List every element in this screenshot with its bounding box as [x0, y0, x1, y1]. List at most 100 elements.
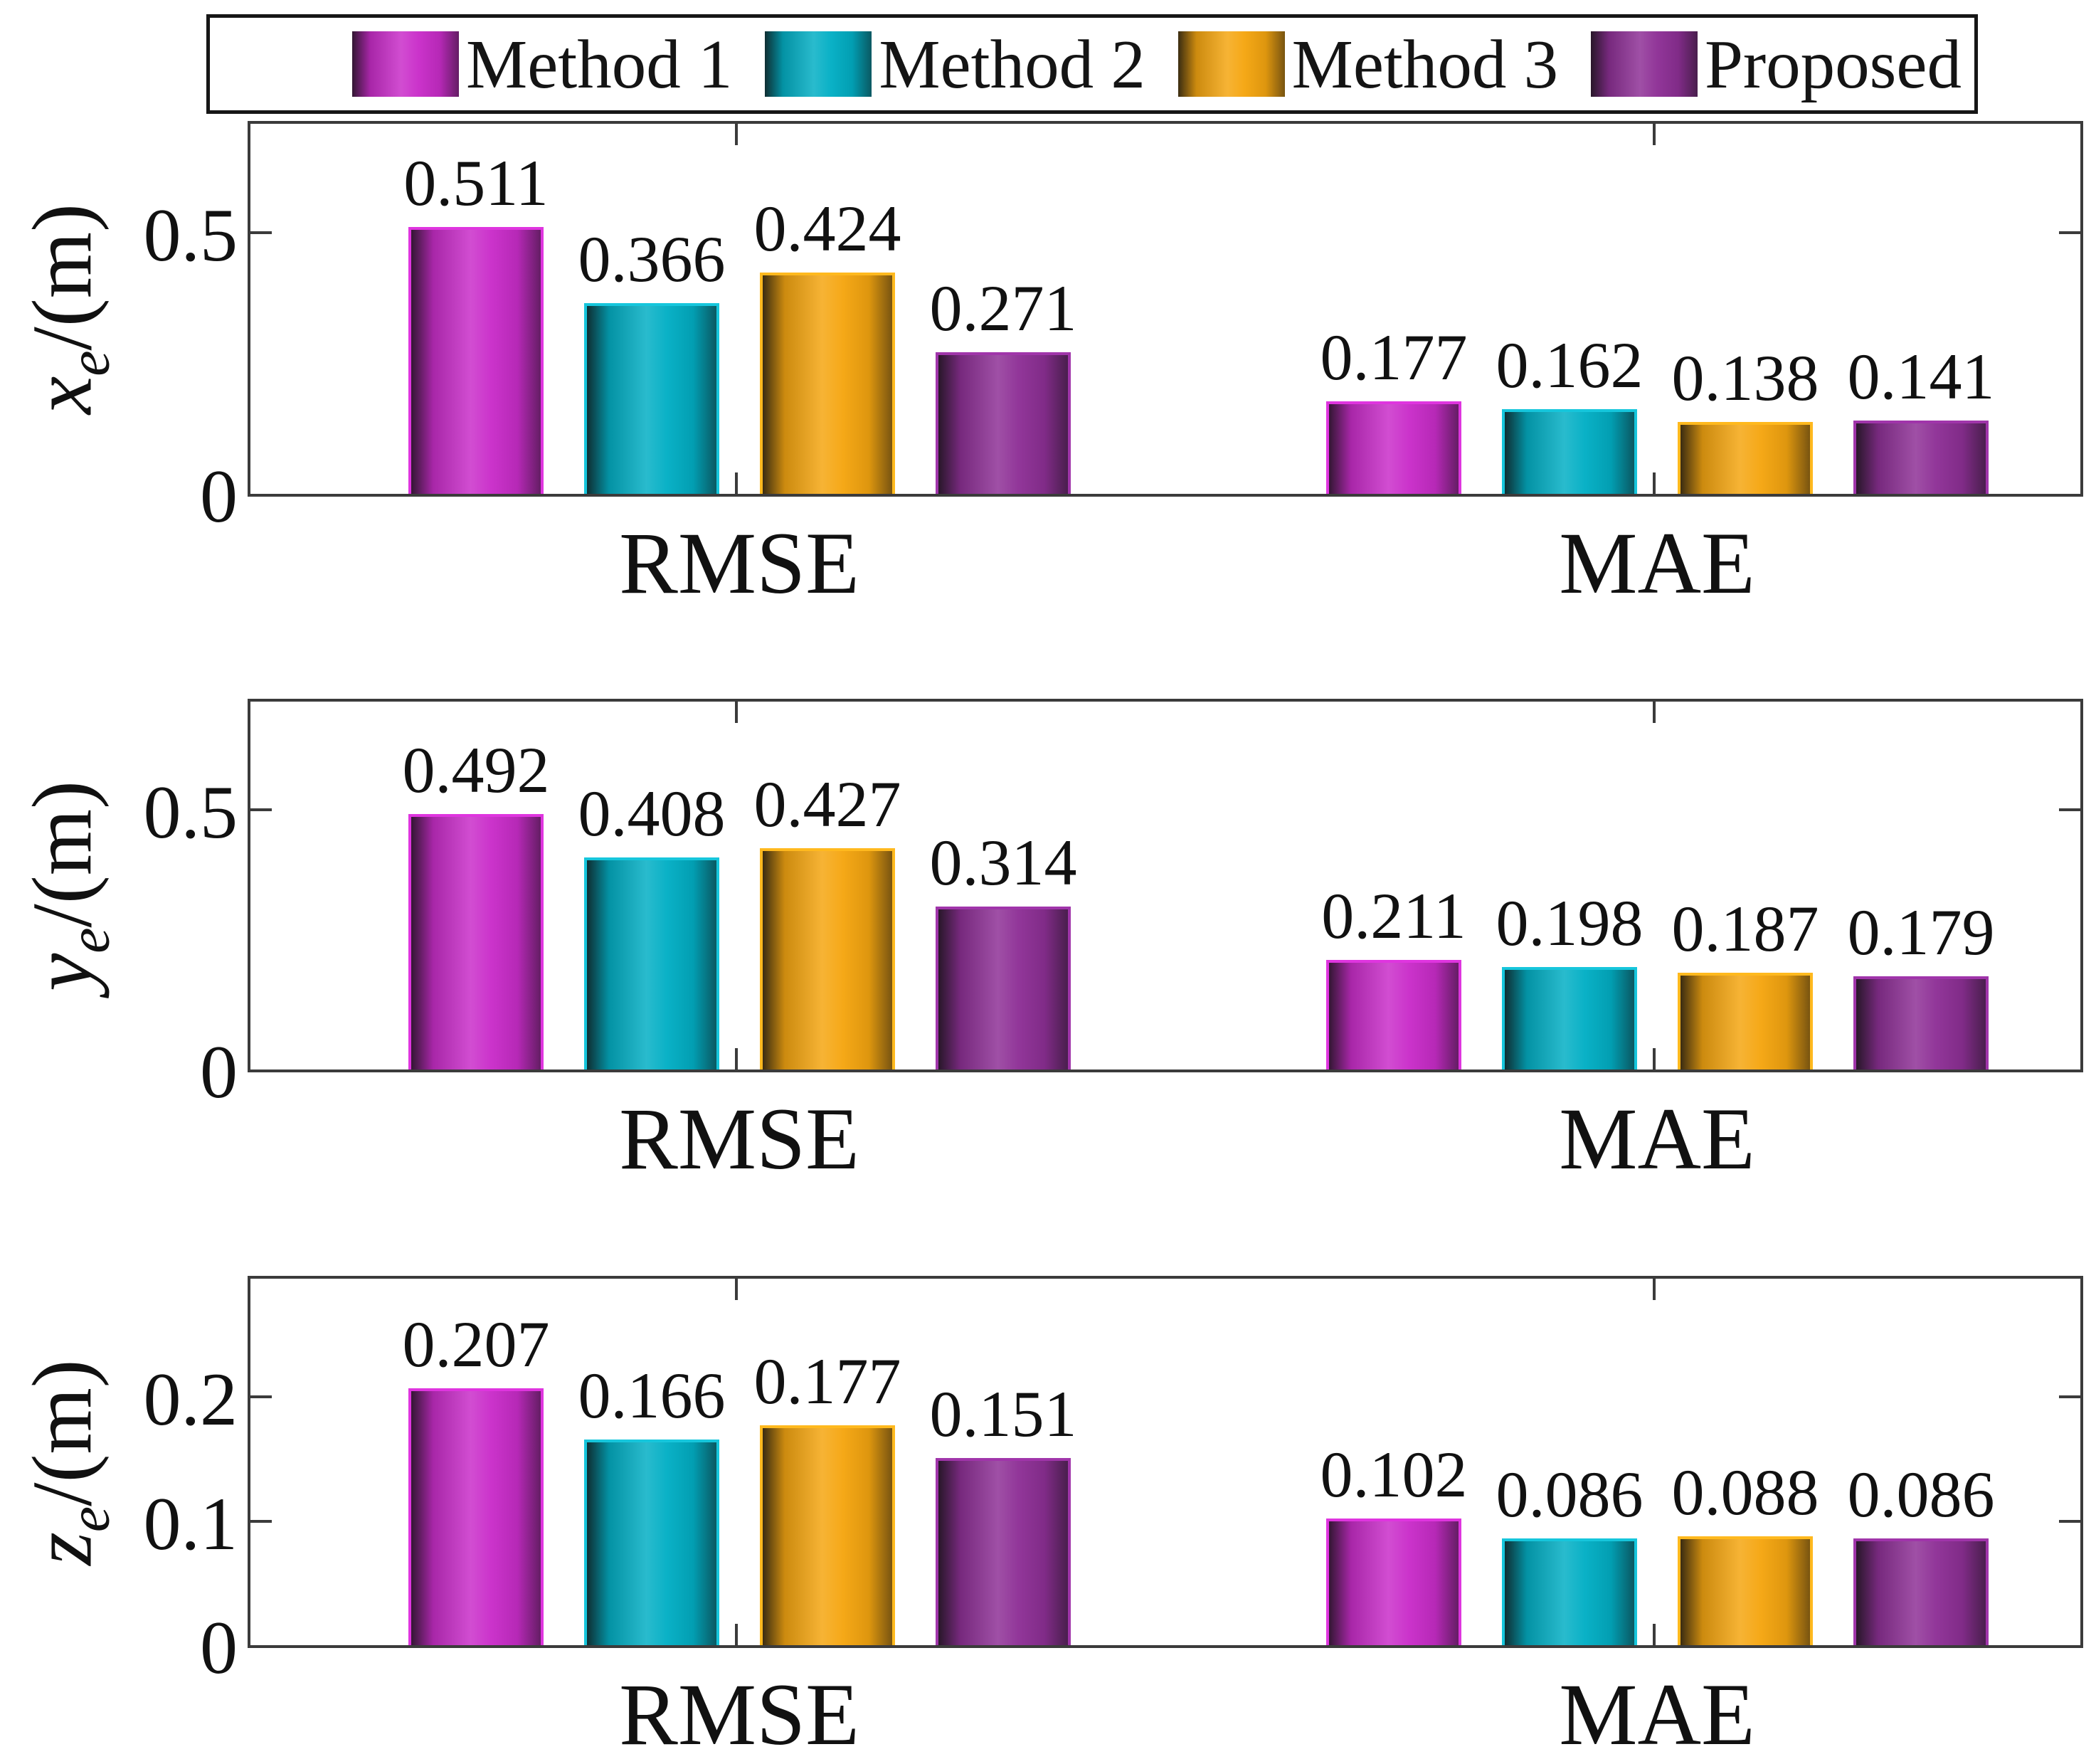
y-axis-subscript: e [56, 350, 122, 376]
x-category-label: RMSE [619, 514, 859, 612]
bar-mae-method-2 [1502, 967, 1637, 1070]
x-tick-mark [1653, 1279, 1656, 1300]
legend-item-label: Method 2 [879, 26, 1145, 102]
legend-swatch-icon [352, 31, 459, 97]
y-axis-label: ye/(m) [15, 781, 122, 991]
bar-value-label: 0.427 [753, 768, 901, 840]
y-axis-variable: x [14, 376, 110, 415]
bar-rmse-method-2 [584, 857, 719, 1070]
x-category-label: MAE [1559, 1090, 1755, 1188]
bar-value-label: 0.141 [1847, 340, 1995, 413]
legend-item-proposed: Proposed [1590, 26, 1962, 102]
y-tick-mark [250, 808, 272, 811]
bar-value-label: 0.366 [578, 223, 726, 295]
bar-mae-method-1 [1326, 1519, 1461, 1645]
y-tick-mark [250, 231, 272, 234]
bar-value-label: 0.162 [1496, 329, 1644, 401]
bar-mae-proposed [1853, 421, 1989, 494]
legend-swatch-icon [1590, 31, 1698, 97]
bar-rmse-method-1 [408, 1388, 544, 1645]
x-category-label: RMSE [619, 1090, 859, 1188]
legend-item-label: Method 3 [1291, 26, 1559, 102]
y-axis-variable: y [14, 953, 110, 992]
legend-item-method-3: Method 3 [1177, 26, 1559, 102]
bar-value-label: 0.177 [1320, 321, 1468, 394]
bar-value-label: 0.086 [1847, 1458, 1995, 1531]
bar-value-label: 0.088 [1671, 1456, 1819, 1528]
x-tick-mark [735, 472, 738, 494]
y-tick-label: 0.1 [143, 1482, 238, 1565]
legend-item-method-1: Method 1 [352, 30, 733, 99]
x-tick-mark [735, 1279, 738, 1300]
y-tick-label: 0.5 [143, 771, 238, 854]
bar-rmse-method-3 [760, 1425, 895, 1645]
y-tick-mark [2059, 1520, 2080, 1523]
bar-value-label: 0.408 [578, 777, 726, 850]
y-tick-mark [2059, 808, 2080, 811]
y-tick-label: 0 [200, 1030, 238, 1114]
x-tick-mark [1653, 1048, 1656, 1070]
bar-mae-method-2 [1502, 409, 1637, 494]
plot-box: 0.511 0.366 0.424 0.271 0.177 0.162 0.138 0.141 [248, 121, 2083, 497]
bar-value-label: 0.177 [753, 1345, 901, 1417]
legend-item-label: Proposed [1704, 26, 1962, 102]
y-tick-mark [2059, 1395, 2080, 1398]
bar-value-label: 0.424 [753, 192, 901, 265]
y-tick-label: 0.5 [143, 194, 238, 277]
x-tick-mark [735, 1048, 738, 1070]
bar-mae-method-3 [1678, 973, 1813, 1070]
bar-rmse-method-1 [408, 814, 544, 1070]
x-tick-mark [1653, 702, 1656, 723]
legend-swatch-icon [765, 31, 872, 97]
bar-rmse-method-1 [408, 227, 544, 494]
bar-rmse-method-3 [760, 848, 895, 1070]
x-category-label: MAE [1559, 1666, 1755, 1763]
bar-value-label: 0.138 [1671, 342, 1819, 414]
y-axis-subscript: e [56, 1506, 122, 1533]
bar-value-label: 0.151 [929, 1378, 1077, 1450]
y-axis-subscript: e [56, 927, 122, 954]
y-tick-label: 0 [200, 1606, 238, 1689]
x-tick-mark [735, 1624, 738, 1645]
x-tick-mark [1653, 124, 1656, 145]
plot-box: 0.492 0.408 0.427 0.314 0.211 0.198 0.187 0.179 [248, 699, 2083, 1072]
y-axis-unit: /(m) [14, 203, 110, 351]
legend: Method 1 Method 2 Method 3 Proposed [206, 14, 1978, 114]
bar-rmse-proposed [936, 1458, 1071, 1645]
legend-item-method-2: Method 2 [765, 30, 1145, 99]
x-category-label: MAE [1559, 514, 1755, 612]
bar-value-label: 0.166 [578, 1359, 726, 1432]
y-axis-label: ze/(m) [15, 1359, 122, 1565]
bar-rmse-proposed [936, 352, 1071, 494]
bar-value-label: 0.492 [402, 734, 550, 806]
bar-mae-method-3 [1678, 1536, 1813, 1645]
bar-value-label: 0.179 [1847, 896, 1995, 968]
bar-value-label: 0.187 [1671, 892, 1819, 965]
bar-mae-method-2 [1502, 1538, 1637, 1645]
bar-mae-method-1 [1326, 401, 1461, 494]
y-axis-label: xe/(m) [15, 204, 122, 414]
y-tick-mark [250, 1395, 272, 1398]
y-axis-variable: z [14, 1532, 110, 1565]
x-tick-mark [735, 702, 738, 723]
x-category-label: RMSE [619, 1666, 859, 1763]
y-axis-unit: /(m) [14, 1359, 110, 1506]
x-tick-mark [1653, 472, 1656, 494]
plot-box: 0.207 0.166 0.177 0.151 0.102 0.086 0.088 0.086 [248, 1276, 2083, 1648]
bar-rmse-method-3 [760, 273, 895, 494]
legend-item-label: Method 1 [466, 26, 733, 102]
bar-mae-method-3 [1678, 422, 1813, 494]
x-tick-mark [735, 124, 738, 145]
y-tick-mark [2059, 231, 2080, 234]
bar-rmse-method-2 [584, 303, 719, 494]
bar-value-label: 0.211 [1321, 880, 1466, 952]
bar-value-label: 0.102 [1320, 1438, 1468, 1511]
bar-mae-proposed [1853, 1538, 1989, 1645]
bar-value-label: 0.314 [929, 826, 1077, 899]
bar-value-label: 0.198 [1496, 887, 1644, 959]
y-tick-label: 0.2 [143, 1358, 238, 1441]
y-axis-unit: /(m) [14, 780, 110, 928]
bar-rmse-method-2 [584, 1440, 719, 1645]
bar-mae-proposed [1853, 976, 1989, 1070]
